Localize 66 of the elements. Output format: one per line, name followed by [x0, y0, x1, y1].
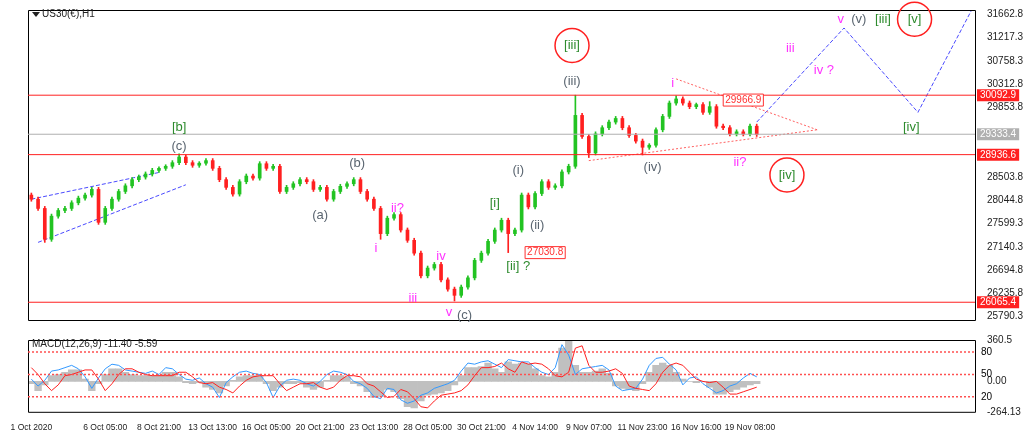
- y-tick-label: 25790.3: [987, 310, 1024, 322]
- x-tick-label: 16 Oct 05:00: [242, 422, 292, 433]
- ref-line-label: 28936.6: [980, 148, 1017, 160]
- annotation: [iv]: [902, 118, 920, 134]
- x-tick-label: 4 Nov 14:00: [512, 422, 559, 433]
- annotation: 27030.8: [527, 246, 564, 258]
- annotation: iv: [436, 248, 447, 264]
- annotation: (iii): [563, 73, 581, 89]
- annotation: (i): [512, 161, 525, 177]
- x-tick-label: 8 Oct 21:00: [136, 422, 182, 433]
- y-tick-label: 28044.8: [987, 194, 1024, 206]
- y-tick-label: 28503.8: [987, 170, 1024, 182]
- x-tick-label: 30 Oct 21:00: [457, 422, 506, 433]
- y-tick-label: 26235.8: [987, 287, 1024, 299]
- annotation: iii: [408, 289, 418, 305]
- annotation: [ii] ?: [506, 258, 531, 274]
- y-tick-label: 27599.3: [987, 217, 1024, 229]
- annotation: (iv): [643, 158, 662, 174]
- annotation: 29966.9: [725, 93, 762, 105]
- x-tick-label: 16 Nov 16:00: [670, 422, 722, 433]
- annotation: iv ?: [813, 61, 834, 77]
- y-tick-label: 27140.3: [987, 240, 1024, 252]
- annotation: (a): [312, 206, 329, 222]
- y-tick-label: 30312.8: [987, 77, 1024, 89]
- annotation: [b]: [171, 118, 187, 134]
- annotation: i: [374, 239, 378, 255]
- annotation: iii: [785, 40, 795, 56]
- y2-tick-label: 80: [981, 345, 993, 357]
- annotation: [iii]: [875, 10, 891, 26]
- annotation: v: [837, 10, 845, 26]
- ref-line-label: 26065.4: [980, 296, 1017, 308]
- annotation: [iv]: [778, 166, 796, 182]
- y-tick-label: -264.13: [987, 405, 1022, 417]
- x-tick-label: 11 Nov 23:00: [617, 422, 668, 433]
- y2-tick-label: 20: [981, 390, 993, 402]
- x-tick-label: 1 Oct 2020: [10, 422, 53, 433]
- y-tick-label: 26694.8: [987, 263, 1024, 275]
- annotation: [i]: [489, 195, 500, 211]
- y-tick-label: 0.00: [987, 375, 1007, 387]
- ref-line-label: 30092.9: [980, 89, 1017, 101]
- chart-title: MACD(12,26,9) -11.40 -5.59: [32, 338, 158, 349]
- annotation: (b): [349, 155, 366, 171]
- annotation: (c): [456, 307, 473, 323]
- annotation: (c): [171, 137, 187, 153]
- annotation: i: [671, 75, 675, 91]
- x-tick-label: 9 Nov 07:00: [565, 422, 612, 433]
- y-tick-label: 30758.3: [987, 54, 1024, 66]
- x-tick-label: 23 Oct 13:00: [349, 422, 399, 433]
- annotation: v: [445, 304, 453, 320]
- y-tick-label: 31662.8: [987, 8, 1024, 20]
- annotation: [iii]: [564, 37, 580, 53]
- y-tick-label: 31217.3: [987, 31, 1024, 43]
- x-tick-label: 28 Oct 05:00: [403, 422, 453, 433]
- annotation: (v): [851, 10, 867, 26]
- ref-line-label: 29333.4: [980, 128, 1017, 140]
- annotation: ii?: [390, 199, 404, 215]
- x-tick-label: 6 Oct 05:00: [83, 422, 128, 433]
- annotation: [v]: [907, 10, 922, 26]
- annotation: (ii): [529, 216, 545, 232]
- x-tick-label: 13 Oct 13:00: [188, 422, 238, 433]
- y-tick-label: 360.5: [987, 333, 1013, 345]
- x-tick-label: 20 Oct 21:00: [295, 422, 345, 433]
- chart-title: US30(€),H1: [42, 8, 95, 19]
- annotation: ii?: [733, 153, 747, 169]
- y-tick-label: 29853.8: [987, 101, 1024, 113]
- x-tick-label: 19 Nov 08:00: [724, 422, 776, 433]
